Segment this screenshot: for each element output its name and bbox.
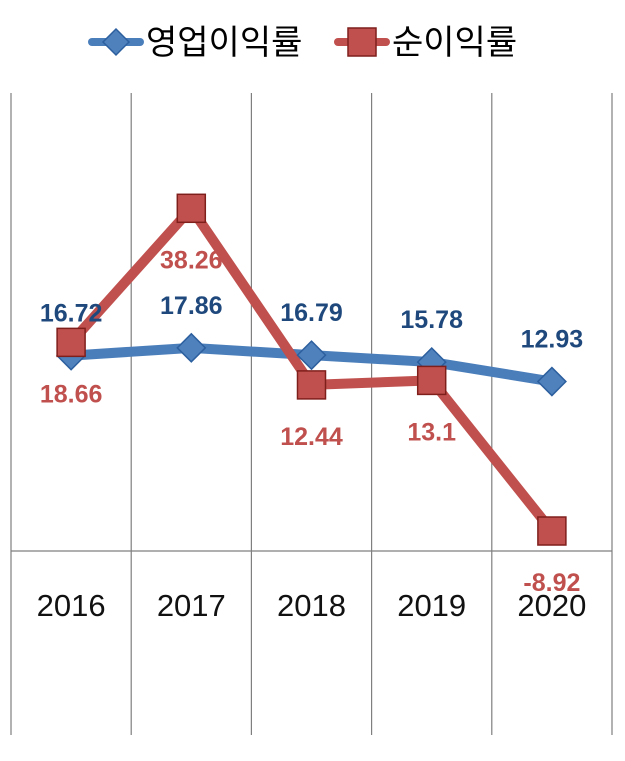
- operating-margin-data-label: 12.93: [521, 326, 584, 354]
- net-margin-data-label: 18.66: [40, 380, 103, 408]
- x-tick-label: 2019: [397, 588, 466, 623]
- operating-margin-data-label: 16.79: [280, 299, 343, 327]
- net-margin-data-label: 13.1: [407, 418, 456, 446]
- legend-net-label: 순이익률: [392, 23, 517, 63]
- x-axis-tick-labels: 2016 2017 2018 2019 2020: [37, 588, 587, 623]
- operating-margin-data-label: 17.86: [160, 292, 223, 320]
- legend-item-net-margin: 순이익률: [334, 23, 517, 63]
- x-tick-label: 2020: [517, 588, 586, 623]
- x-tick-label: 2017: [157, 588, 226, 623]
- operating-margin-point: [176, 332, 207, 363]
- net-margin-point: [296, 370, 327, 400]
- x-tick-label: 2016: [37, 588, 106, 623]
- operating-margin-point: [536, 366, 567, 397]
- legend: 영업이익률 순이익률: [88, 23, 517, 63]
- net-margin-data-label: -8.92: [523, 569, 580, 597]
- net-margin-point: [176, 193, 207, 224]
- legend-item-operating-margin: 영업이익률: [88, 23, 302, 63]
- net-margin-point: [416, 365, 447, 396]
- legend-operating-label: 영업이익률: [146, 23, 302, 63]
- x-tick-label: 2018: [277, 588, 346, 623]
- data-labels: 16.72 17.86 16.79 15.78 12.93 18.66 38.26 12.44…: [40, 246, 583, 597]
- series-markers: [56, 193, 567, 546]
- net-margin-data-label: 12.44: [280, 423, 343, 451]
- net-margin-point: [537, 516, 567, 546]
- operating-margin-data-label: 16.72: [40, 300, 103, 328]
- operating-margin-point: [296, 340, 327, 371]
- net-margin-point: [56, 327, 86, 358]
- legend-diamond-icon: [101, 27, 131, 57]
- operating-margin-data-label: 15.78: [400, 306, 463, 334]
- net-margin-data-label: 38.26: [160, 246, 223, 274]
- legend-square-icon: [347, 27, 377, 57]
- plot-grid: [10, 93, 613, 735]
